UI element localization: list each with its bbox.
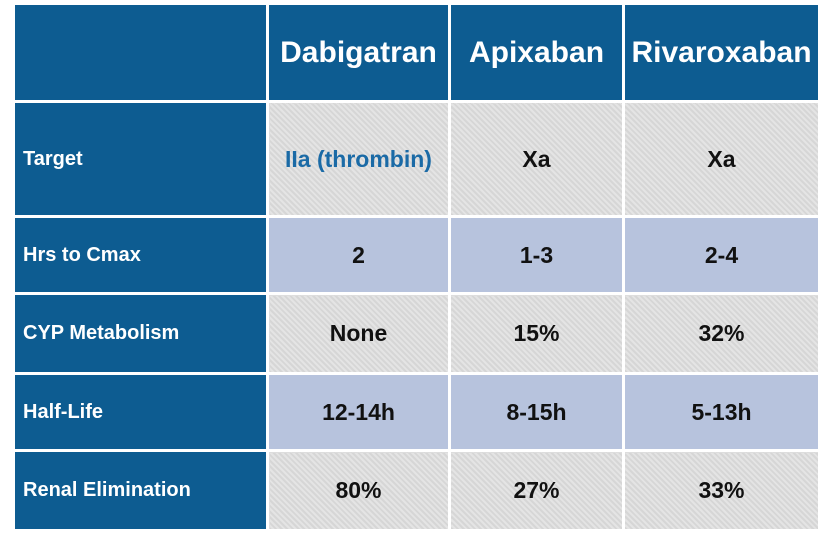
row-label: Renal Elimination xyxy=(12,449,269,532)
table-row: Renal Elimination 80% 27% 33% xyxy=(12,449,821,532)
table-row: Half-Life 12-14h 8-15h 5-13h xyxy=(12,372,821,452)
column-header: Dabigatran xyxy=(266,2,451,103)
table-cell: 8-15h xyxy=(448,372,625,452)
table-cell: 80% xyxy=(266,449,451,532)
table-cell: 32% xyxy=(622,292,821,375)
header-row: Dabigatran Apixaban Rivaroxaban xyxy=(12,2,821,103)
table-cell: Xa xyxy=(622,100,821,218)
table-cell: None xyxy=(266,292,451,375)
table-cell: 2 xyxy=(266,215,451,295)
table-cell: Xa xyxy=(448,100,625,218)
corner-cell xyxy=(12,2,269,103)
comparison-table: Dabigatran Apixaban Rivaroxaban Target IIa … xyxy=(12,2,821,532)
table-cell: 2-4 xyxy=(622,215,821,295)
table-row: Target IIa (thrombin) Xa Xa xyxy=(12,100,821,218)
table-cell: 27% xyxy=(448,449,625,532)
table-cell: 15% xyxy=(448,292,625,375)
table-row: Hrs to Cmax 2 1-3 2-4 xyxy=(12,215,821,295)
column-header: Apixaban xyxy=(448,2,625,103)
row-label: Hrs to Cmax xyxy=(12,215,269,295)
column-header: Rivaroxaban xyxy=(622,2,821,103)
row-label: CYP Metabolism xyxy=(12,292,269,375)
table-cell: 5-13h xyxy=(622,372,821,452)
table-cell: 33% xyxy=(622,449,821,532)
table-body: Target IIa (thrombin) Xa Xa Hrs to Cmax 2 1-3 2… xyxy=(12,100,821,532)
table-cell: IIa (thrombin) xyxy=(266,100,451,218)
row-label: Target xyxy=(12,100,269,218)
table-row: CYP Metabolism None 15% 32% xyxy=(12,292,821,375)
table-cell: 12-14h xyxy=(266,372,451,452)
row-label: Half-Life xyxy=(12,372,269,452)
table-cell: 1-3 xyxy=(448,215,625,295)
